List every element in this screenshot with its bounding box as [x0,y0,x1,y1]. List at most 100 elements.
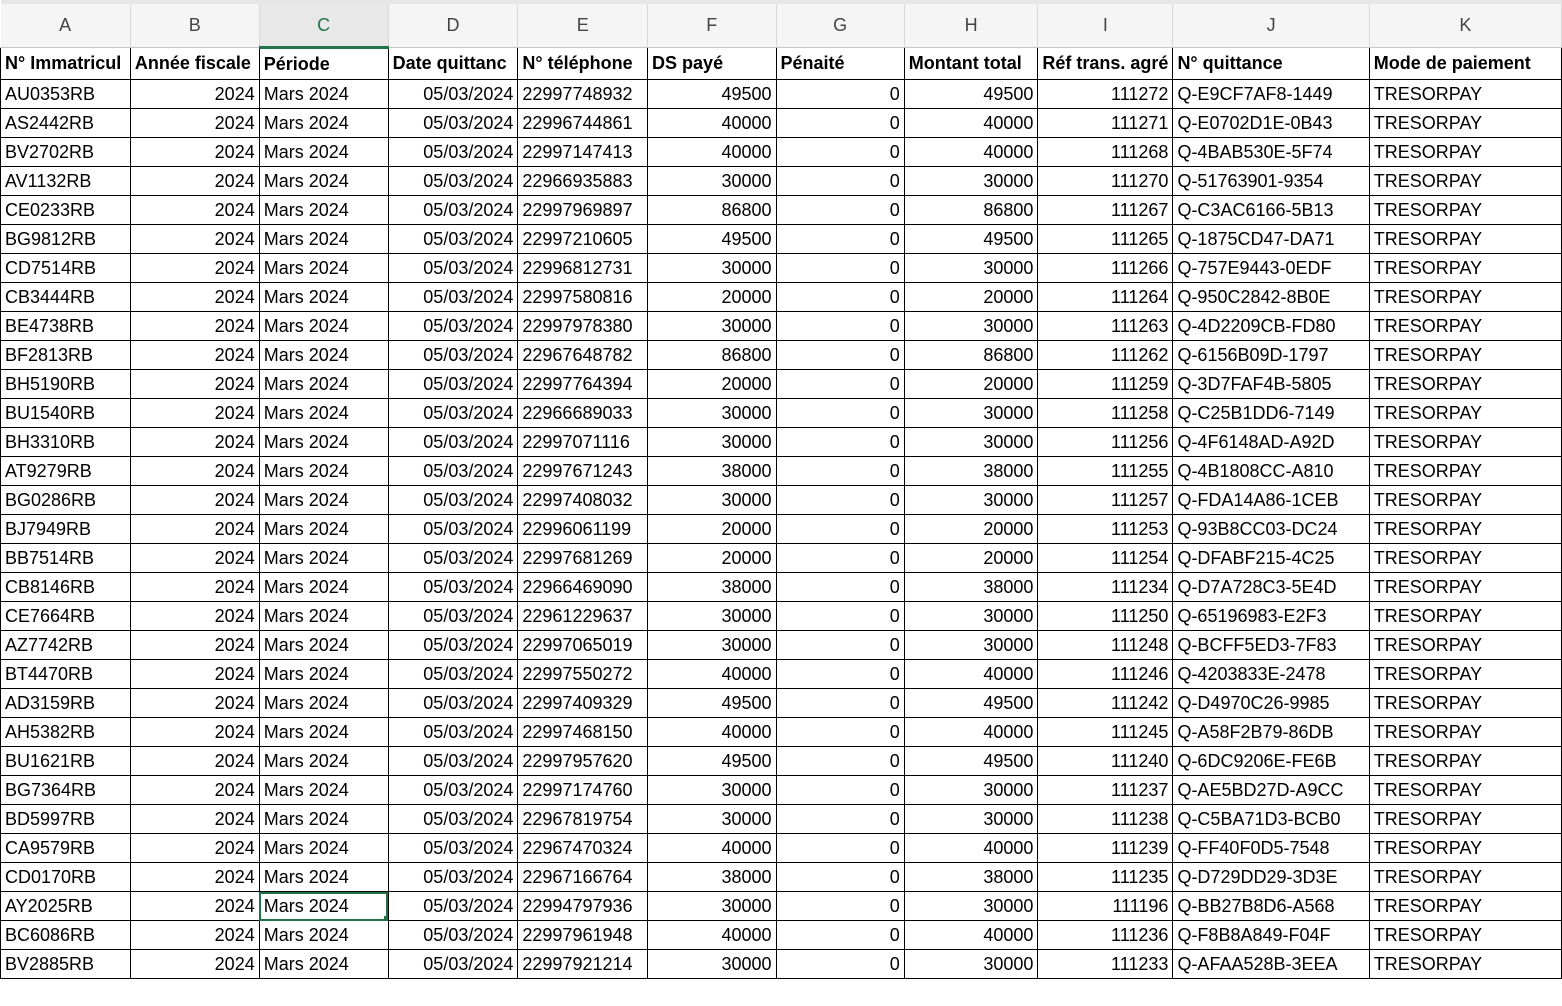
cell-d[interactable]: 05/03/2024 [387,833,519,863]
cell-i[interactable]: 111259 [1037,369,1174,399]
cell-c[interactable]: Mars 2024 [258,804,389,834]
cell-b[interactable]: 2024 [129,891,260,921]
cell-f[interactable]: 30000 [647,891,777,921]
cell-h[interactable]: 49500 [903,79,1039,109]
field-header-cell[interactable]: Pénaité [775,47,905,80]
cell-b[interactable]: 2024 [129,108,260,138]
cell-d[interactable]: 05/03/2024 [387,398,519,428]
cell-j[interactable]: Q-4B1808CC-A810 [1172,456,1370,486]
cell-g[interactable]: 0 [775,601,905,631]
cell-f[interactable]: 30000 [647,427,777,457]
cell-h[interactable]: 49500 [903,224,1039,254]
cell-b[interactable]: 2024 [129,195,260,225]
cell-a[interactable]: BU1621RB [0,746,131,776]
cell-a[interactable]: BT4470RB [0,659,131,689]
field-header-cell[interactable]: Année fiscale [129,47,260,80]
cell-i[interactable]: 111267 [1037,195,1174,225]
cell-d[interactable]: 05/03/2024 [387,282,519,312]
cell-c[interactable]: Mars 2024 [258,79,389,109]
cell-i[interactable]: 111238 [1037,804,1174,834]
cell-b[interactable]: 2024 [129,253,260,283]
cell-g[interactable]: 0 [775,369,905,399]
column-header-h[interactable]: H [904,0,1039,48]
cell-j[interactable]: Q-D7A728C3-5E4D [1172,572,1370,602]
cell-k[interactable]: TRESORPAY [1368,717,1562,747]
cell-g[interactable]: 0 [775,79,905,109]
cell-f[interactable]: 40000 [647,108,777,138]
field-header-cell[interactable]: Période [258,47,389,80]
cell-d[interactable]: 05/03/2024 [387,862,519,892]
cell-j[interactable]: Q-1875CD47-DA71 [1172,224,1370,254]
cell-g[interactable]: 0 [775,485,905,515]
cell-j[interactable]: Q-E9CF7AF8-1449 [1172,79,1370,109]
cell-i[interactable]: 111236 [1037,920,1174,950]
cell-h[interactable]: 30000 [903,253,1039,283]
cell-b[interactable]: 2024 [129,79,260,109]
cell-h[interactable]: 30000 [903,630,1039,660]
cell-e[interactable]: 22997764394 [517,369,649,399]
cell-f[interactable]: 30000 [647,630,777,660]
cell-a[interactable]: BG7364RB [0,775,131,805]
cell-i[interactable]: 111242 [1037,688,1174,718]
cell-h[interactable]: 20000 [903,514,1039,544]
cell-d[interactable]: 05/03/2024 [387,717,519,747]
cell-h[interactable]: 38000 [903,862,1039,892]
cell-h[interactable]: 86800 [903,195,1039,225]
cell-j[interactable]: Q-AFAA528B-3EEA [1172,949,1370,979]
cell-g[interactable]: 0 [775,775,905,805]
cell-i[interactable]: 111196 [1037,891,1174,921]
cell-a[interactable]: BH5190RB [0,369,131,399]
cell-a[interactable]: CE7664RB [0,601,131,631]
cell-j[interactable]: Q-950C2842-8B0E [1172,282,1370,312]
cell-g[interactable]: 0 [775,920,905,950]
cell-j[interactable]: Q-FF40F0D5-7548 [1172,833,1370,863]
cell-h[interactable]: 20000 [903,543,1039,573]
cell-g[interactable]: 0 [775,804,905,834]
cell-f[interactable]: 49500 [647,746,777,776]
column-header-f[interactable]: F [647,0,777,48]
cell-a[interactable]: BV2702RB [0,137,131,167]
cell-a[interactable]: AD3159RB [0,688,131,718]
cell-d[interactable]: 05/03/2024 [387,485,519,515]
column-header-d[interactable]: D [388,0,519,48]
cell-h[interactable]: 40000 [903,717,1039,747]
cell-j[interactable]: Q-4F6148AD-A92D [1172,427,1370,457]
cell-i[interactable]: 111266 [1037,253,1174,283]
cell-a[interactable]: BC6086RB [0,920,131,950]
field-header-cell[interactable]: Date quittanc [387,47,519,80]
cell-j[interactable]: Q-4203833E-2478 [1172,659,1370,689]
cell-k[interactable]: TRESORPAY [1368,195,1562,225]
cell-b[interactable]: 2024 [129,485,260,515]
cell-f[interactable]: 40000 [647,137,777,167]
cell-k[interactable]: TRESORPAY [1368,340,1562,370]
cell-k[interactable]: TRESORPAY [1368,311,1562,341]
cell-i[interactable]: 111237 [1037,775,1174,805]
cell-a[interactable]: BU1540RB [0,398,131,428]
cell-a[interactable]: BG9812RB [0,224,131,254]
cell-b[interactable]: 2024 [129,340,260,370]
cell-b[interactable]: 2024 [129,224,260,254]
cell-i[interactable]: 111240 [1037,746,1174,776]
cell-j[interactable]: Q-93B8CC03-DC24 [1172,514,1370,544]
cell-f[interactable]: 30000 [647,804,777,834]
cell-d[interactable]: 05/03/2024 [387,108,519,138]
cell-g[interactable]: 0 [775,746,905,776]
cell-b[interactable]: 2024 [129,572,260,602]
cell-i[interactable]: 111248 [1037,630,1174,660]
cell-a[interactable]: CB3444RB [0,282,131,312]
cell-d[interactable]: 05/03/2024 [387,253,519,283]
cell-a[interactable]: AV1132RB [0,166,131,196]
cell-g[interactable]: 0 [775,630,905,660]
cell-j[interactable]: Q-D729DD29-3D3E [1172,862,1370,892]
cell-b[interactable]: 2024 [129,137,260,167]
cell-f[interactable]: 38000 [647,572,777,602]
field-header-cell[interactable]: Réf trans. agré [1037,47,1174,80]
cell-j[interactable]: Q-C5BA71D3-BCB0 [1172,804,1370,834]
cell-d[interactable]: 05/03/2024 [387,456,519,486]
cell-a[interactable]: CD7514RB [0,253,131,283]
cell-j[interactable]: Q-757E9443-0EDF [1172,253,1370,283]
cell-h[interactable]: 49500 [903,688,1039,718]
cell-i[interactable]: 111254 [1037,543,1174,573]
cell-k[interactable]: TRESORPAY [1368,688,1562,718]
cell-d[interactable]: 05/03/2024 [387,224,519,254]
